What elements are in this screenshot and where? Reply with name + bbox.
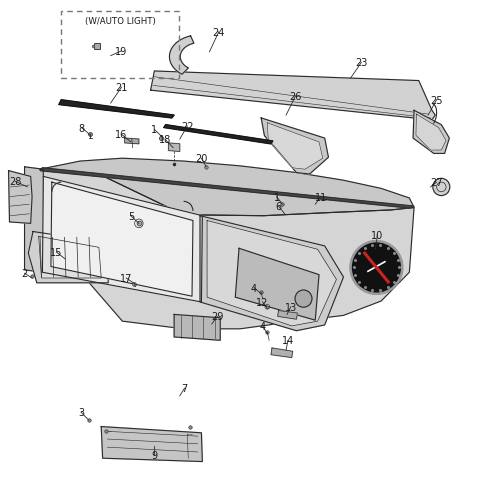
Circle shape: [295, 290, 312, 307]
Polygon shape: [416, 115, 446, 151]
Text: 18: 18: [158, 135, 171, 145]
Polygon shape: [39, 237, 101, 279]
Text: 5: 5: [128, 211, 134, 221]
Polygon shape: [169, 37, 194, 75]
Polygon shape: [413, 111, 449, 154]
Polygon shape: [261, 119, 328, 175]
Polygon shape: [9, 171, 32, 224]
Text: 24: 24: [213, 28, 225, 38]
Text: 4: 4: [260, 321, 265, 331]
Polygon shape: [101, 427, 203, 462]
Text: 12: 12: [256, 297, 269, 307]
Polygon shape: [40, 168, 414, 208]
Text: 9: 9: [151, 450, 157, 460]
Text: 20: 20: [195, 154, 208, 164]
Polygon shape: [40, 170, 414, 329]
Polygon shape: [151, 72, 435, 121]
Text: 16: 16: [115, 130, 128, 140]
Text: 25: 25: [431, 96, 443, 105]
Text: 3: 3: [78, 407, 84, 417]
Polygon shape: [164, 125, 273, 144]
Text: 19: 19: [115, 47, 128, 57]
Polygon shape: [51, 183, 193, 297]
Polygon shape: [24, 167, 43, 273]
Text: 27: 27: [431, 178, 443, 188]
Polygon shape: [59, 101, 174, 119]
Polygon shape: [267, 123, 323, 170]
Text: 6: 6: [276, 202, 282, 212]
Text: 22: 22: [181, 122, 193, 132]
Text: 13: 13: [285, 302, 297, 312]
Text: 23: 23: [355, 58, 368, 68]
Polygon shape: [28, 232, 108, 283]
Polygon shape: [42, 177, 203, 303]
Text: 28: 28: [9, 177, 21, 187]
Text: 1: 1: [151, 125, 157, 135]
Text: 26: 26: [289, 92, 302, 102]
Polygon shape: [277, 311, 298, 320]
Polygon shape: [271, 348, 293, 358]
Polygon shape: [40, 159, 414, 216]
Text: 21: 21: [115, 83, 128, 93]
Text: (W/AUTO LIGHT): (W/AUTO LIGHT): [84, 17, 156, 26]
Text: 17: 17: [120, 273, 132, 284]
Polygon shape: [235, 249, 319, 321]
Polygon shape: [174, 315, 220, 341]
Text: 2: 2: [22, 269, 28, 279]
Text: 14: 14: [282, 336, 294, 346]
Polygon shape: [207, 221, 336, 326]
Text: 10: 10: [371, 230, 384, 241]
Text: 1: 1: [274, 192, 280, 202]
Polygon shape: [125, 139, 139, 144]
Text: 11: 11: [315, 192, 327, 202]
Text: 7: 7: [181, 384, 188, 393]
Circle shape: [350, 242, 402, 294]
Text: 29: 29: [211, 312, 224, 322]
Circle shape: [433, 179, 450, 196]
Text: 15: 15: [50, 247, 63, 258]
Text: 4: 4: [251, 283, 257, 293]
Polygon shape: [200, 216, 344, 331]
Polygon shape: [168, 143, 180, 152]
Text: 8: 8: [78, 123, 84, 133]
